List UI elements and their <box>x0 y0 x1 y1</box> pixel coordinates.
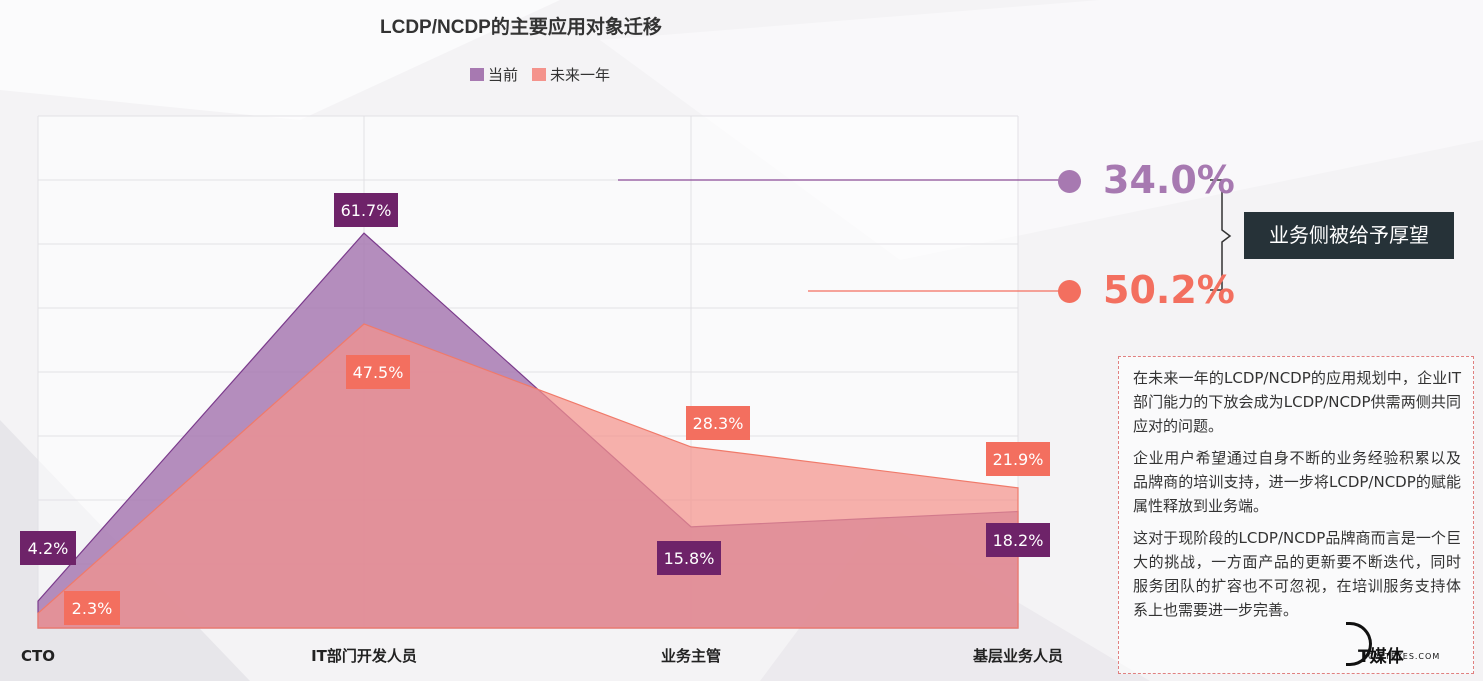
data-label-bg <box>686 406 750 440</box>
legend-item-current[interactable]: 当前 <box>470 64 518 85</box>
chart-title: LCDP/NCDP的主要应用对象迁移 <box>380 17 662 38</box>
legend-label-current: 当前 <box>488 66 519 84</box>
callout-value-current: 34.0% <box>1103 158 1235 202</box>
data-label: 2.3% <box>72 599 113 618</box>
data-label-bg <box>20 531 76 565</box>
notes-box: 在未来一年的LCDP/NCDP的应用规划中，企业IT部门能力的下放会成为LCDP… <box>1118 356 1474 674</box>
legend-swatch-next-year <box>532 68 547 81</box>
x-tick-label: 业务主管 <box>661 647 721 665</box>
data-label-bg <box>986 442 1050 476</box>
data-label-bg <box>346 355 410 389</box>
callout-dot-current <box>1058 170 1081 193</box>
data-label: 15.8% <box>664 549 715 568</box>
data-label-bg <box>986 523 1050 557</box>
legend-item-next-year[interactable]: 未来一年 <box>532 64 610 85</box>
data-label: 61.7% <box>341 201 392 220</box>
callout-current <box>1058 170 1081 193</box>
chart-legend: 当前 未来一年 <box>470 64 610 85</box>
note-paragraph: 这对于现阶段的LCDP/NCDP品牌商而言是一个巨大的挑战，一方面产品的更新要不… <box>1133 529 1461 619</box>
logo-text: T媒体 <box>1358 647 1404 667</box>
data-label: 4.2% <box>28 539 69 558</box>
data-label-bg <box>657 541 721 575</box>
data-label: 18.2% <box>993 531 1044 550</box>
note-paragraph: 在未来一年的LCDP/NCDP的应用规划中，企业IT部门能力的下放会成为LCDP… <box>1133 369 1461 435</box>
bracket <box>1210 179 1232 291</box>
callout-next-year <box>1058 280 1081 303</box>
logo-subtext: CNITEYES.COM <box>1368 652 1441 661</box>
data-label-bg <box>334 193 398 227</box>
callout-value-next-year: 50.2% <box>1103 268 1235 312</box>
legend-label-next-year: 未来一年 <box>550 66 611 84</box>
series-area-next-year <box>37 323 1019 629</box>
callout-dot-next-year <box>1058 280 1081 303</box>
x-tick-label: CTO <box>21 647 55 665</box>
data-label: 28.3% <box>693 414 744 433</box>
note-paragraph: 企业用户希望通过自身不断的业务经验积累以及品牌商的培训支持，进一步将LCDP/N… <box>1133 449 1461 515</box>
legend-swatch-current <box>470 68 484 81</box>
x-tick-label: 基层业务人员 <box>972 647 1063 665</box>
insight-tag: 业务侧被给予厚望 <box>1244 212 1454 259</box>
media-logo: T媒体 CNITEYES.COM <box>1346 622 1439 667</box>
x-tick-label: IT部门开发人员 <box>311 647 417 665</box>
data-label: 21.9% <box>993 450 1044 469</box>
data-label-bg <box>64 591 120 625</box>
data-label: 47.5% <box>353 363 404 382</box>
